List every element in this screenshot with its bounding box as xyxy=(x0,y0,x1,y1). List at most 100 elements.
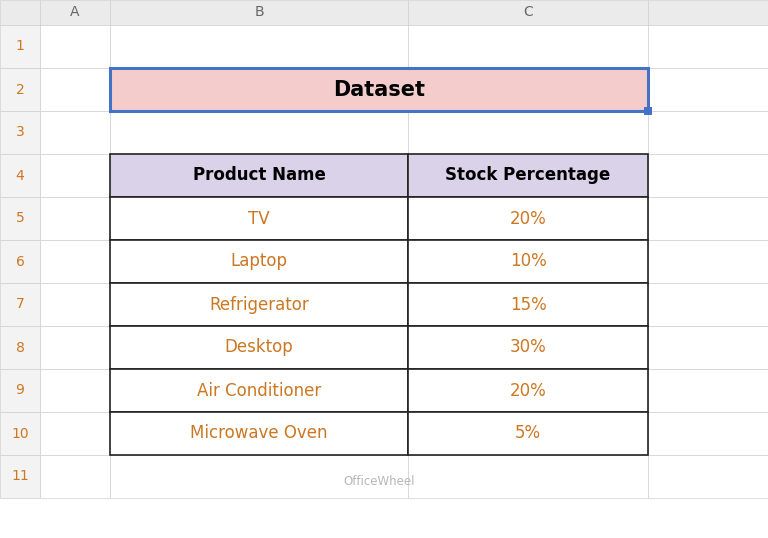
Bar xyxy=(110,412,408,455)
Text: 20%: 20% xyxy=(510,209,546,228)
Bar xyxy=(0,369,40,412)
Bar xyxy=(408,0,648,25)
Bar xyxy=(40,154,110,197)
Bar xyxy=(40,455,110,498)
Bar xyxy=(408,240,648,283)
Text: 15%: 15% xyxy=(510,295,546,314)
Bar xyxy=(110,68,648,111)
Bar xyxy=(648,197,768,240)
Bar xyxy=(648,68,768,111)
Bar xyxy=(110,369,408,412)
Bar xyxy=(0,412,40,455)
Bar xyxy=(110,111,408,154)
Bar xyxy=(110,25,408,68)
Text: 10%: 10% xyxy=(510,252,546,271)
Bar xyxy=(408,154,648,197)
Text: C: C xyxy=(523,5,533,19)
Text: OfficeWheel: OfficeWheel xyxy=(343,475,415,488)
Text: Dataset: Dataset xyxy=(333,80,425,100)
Bar xyxy=(110,197,408,240)
Text: 2: 2 xyxy=(15,82,25,96)
Bar xyxy=(408,369,648,412)
Bar xyxy=(408,154,648,197)
Text: Stock Percentage: Stock Percentage xyxy=(445,166,611,185)
Bar xyxy=(648,111,768,154)
Bar xyxy=(40,240,110,283)
Bar xyxy=(408,412,648,455)
Bar xyxy=(110,240,408,283)
Bar xyxy=(408,283,648,326)
Bar xyxy=(648,240,768,283)
Bar xyxy=(408,197,648,240)
Bar xyxy=(408,369,648,412)
Text: 5%: 5% xyxy=(515,424,541,442)
Bar xyxy=(648,283,768,326)
Text: 10: 10 xyxy=(12,427,29,441)
Bar xyxy=(644,107,652,115)
Bar xyxy=(40,283,110,326)
Bar xyxy=(40,197,110,240)
Bar xyxy=(648,154,768,197)
Bar xyxy=(408,326,648,369)
Bar xyxy=(40,369,110,412)
Bar xyxy=(408,68,648,111)
Bar xyxy=(110,197,408,240)
Bar xyxy=(0,326,40,369)
Bar xyxy=(40,68,110,111)
Text: 7: 7 xyxy=(15,298,25,312)
Bar xyxy=(40,111,110,154)
Bar xyxy=(110,455,408,498)
Text: TV: TV xyxy=(248,209,270,228)
Bar xyxy=(0,0,40,25)
Text: Product Name: Product Name xyxy=(193,166,326,185)
Bar xyxy=(408,240,648,283)
Bar xyxy=(408,197,648,240)
Bar xyxy=(110,240,408,283)
Bar xyxy=(40,412,110,455)
Bar xyxy=(0,154,40,197)
Bar xyxy=(408,455,648,498)
Text: 4: 4 xyxy=(15,168,25,182)
Text: 20%: 20% xyxy=(510,381,546,400)
Text: Refrigerator: Refrigerator xyxy=(209,295,309,314)
Bar xyxy=(110,326,408,369)
Bar xyxy=(408,283,648,326)
Text: A: A xyxy=(70,5,80,19)
Bar xyxy=(110,412,408,455)
Text: 8: 8 xyxy=(15,341,25,355)
Bar xyxy=(408,111,648,154)
Bar xyxy=(110,154,408,197)
Bar xyxy=(110,68,408,111)
Text: B: B xyxy=(254,5,264,19)
Text: 9: 9 xyxy=(15,384,25,398)
Bar xyxy=(110,369,408,412)
Text: 11: 11 xyxy=(11,470,29,484)
Text: 5: 5 xyxy=(15,211,25,225)
Bar xyxy=(408,326,648,369)
Bar xyxy=(648,455,768,498)
Text: 30%: 30% xyxy=(510,338,546,357)
Bar xyxy=(110,0,408,25)
Bar xyxy=(40,0,110,25)
Bar xyxy=(110,283,408,326)
Bar xyxy=(0,111,40,154)
Bar xyxy=(408,25,648,68)
Bar xyxy=(0,455,40,498)
Text: 6: 6 xyxy=(15,254,25,268)
Bar xyxy=(648,369,768,412)
Bar xyxy=(0,68,40,111)
Text: 1: 1 xyxy=(15,39,25,53)
Bar xyxy=(0,283,40,326)
Bar xyxy=(408,412,648,455)
Bar xyxy=(648,412,768,455)
Text: Air Conditioner: Air Conditioner xyxy=(197,381,321,400)
Text: 3: 3 xyxy=(15,125,25,139)
Bar xyxy=(648,25,768,68)
Bar xyxy=(648,326,768,369)
Text: Microwave Oven: Microwave Oven xyxy=(190,424,328,442)
Bar xyxy=(0,197,40,240)
Text: Desktop: Desktop xyxy=(224,338,293,357)
Bar xyxy=(110,326,408,369)
Bar xyxy=(0,240,40,283)
Bar xyxy=(40,25,110,68)
